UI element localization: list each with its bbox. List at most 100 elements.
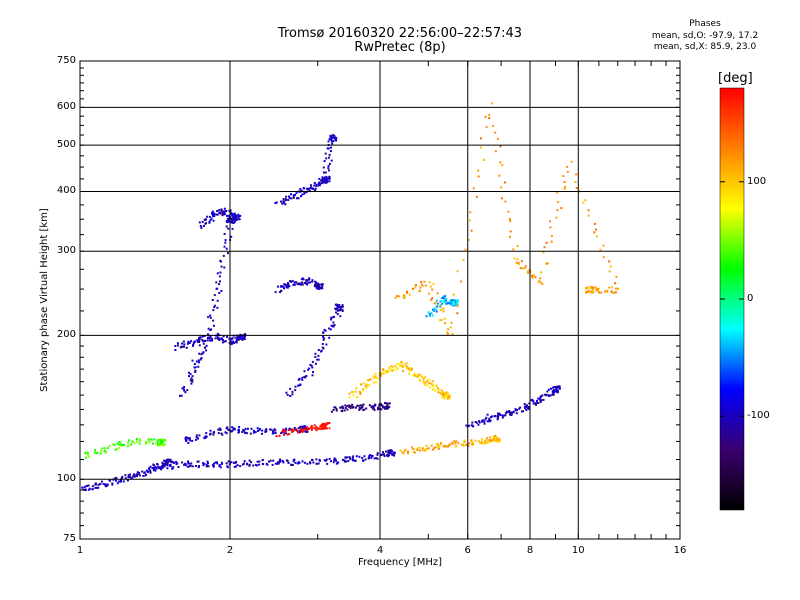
data-point [383, 453, 386, 456]
data-point [436, 388, 439, 390]
data-point [327, 167, 330, 170]
data-point [510, 413, 513, 416]
data-point [314, 284, 317, 287]
data-point [413, 373, 416, 376]
data-point [225, 432, 228, 435]
data-point [86, 484, 89, 487]
data-point [312, 461, 315, 464]
data-point [324, 329, 327, 332]
data-point [370, 456, 373, 459]
data-point [479, 137, 482, 140]
data-point [194, 371, 197, 373]
x-tick-label: 2 [226, 545, 234, 556]
data-point [539, 396, 542, 398]
data-point [387, 369, 390, 372]
data-point [227, 227, 230, 230]
data-point [374, 372, 377, 375]
data-point [237, 431, 240, 434]
data-point [315, 185, 318, 187]
data-point [532, 402, 535, 405]
data-point [575, 187, 578, 189]
data-point [270, 428, 273, 431]
data-point [197, 437, 199, 440]
x-tick-label: 6 [464, 545, 471, 556]
data-point [543, 246, 546, 249]
data-point [191, 359, 194, 362]
data-point [305, 375, 308, 377]
data-point [161, 465, 164, 468]
data-point [346, 408, 349, 411]
data-point [343, 460, 346, 463]
data-point [480, 438, 483, 441]
data-point [365, 407, 368, 410]
data-point [298, 431, 301, 434]
data-point [113, 444, 116, 447]
data-point [127, 476, 130, 479]
data-point [394, 296, 397, 299]
data-point [292, 196, 295, 199]
data-point [335, 408, 338, 410]
data-point [497, 440, 500, 443]
data-point [507, 411, 509, 414]
data-point [240, 337, 243, 340]
data-point [348, 456, 351, 459]
data-point [300, 281, 303, 284]
data-point [488, 113, 491, 116]
data-point [237, 213, 240, 216]
data-point [342, 458, 344, 461]
data-point [491, 415, 494, 418]
data-point [486, 420, 489, 423]
data-point [512, 410, 515, 413]
data-point [425, 444, 428, 447]
data-point [315, 458, 318, 461]
data-point [239, 214, 242, 217]
data-point [447, 332, 449, 335]
data-point [207, 333, 210, 336]
data-point [429, 315, 431, 317]
data-point [443, 397, 446, 400]
data-point [431, 383, 434, 385]
data-point [324, 424, 327, 427]
data-point [230, 343, 233, 345]
data-point [126, 479, 129, 482]
data-point [200, 353, 203, 356]
data-point [94, 482, 97, 485]
data-point [525, 405, 528, 408]
data-point [309, 281, 312, 284]
data-point [406, 290, 409, 293]
data-point [539, 400, 542, 403]
data-point [185, 346, 188, 349]
data-point [474, 421, 477, 423]
data-point [376, 452, 379, 455]
data-point [546, 262, 549, 265]
data-point [380, 408, 383, 411]
data-point [475, 421, 478, 424]
data-point [223, 212, 226, 215]
data-point [250, 461, 253, 464]
data-point [222, 339, 224, 342]
data-point [334, 406, 337, 409]
y-tick-label: 200 [56, 329, 76, 341]
data-point [504, 414, 507, 417]
data-point [198, 352, 201, 355]
data-point [496, 439, 499, 442]
data-point [317, 287, 320, 290]
data-point [319, 183, 321, 186]
data-point [436, 302, 439, 305]
data-point [304, 376, 307, 379]
data-point [318, 177, 321, 180]
data-point [315, 462, 318, 465]
data-point [482, 419, 485, 422]
data-point [191, 378, 194, 381]
data-point [494, 414, 497, 417]
data-point [424, 376, 427, 379]
stats-line-o: mean, sd,O: -97.9, 17.2 [651, 31, 759, 41]
data-point [114, 448, 117, 451]
data-point [531, 274, 534, 277]
data-point [420, 283, 423, 286]
data-point [160, 442, 163, 445]
data-point [236, 338, 239, 341]
scatter-points [81, 102, 619, 492]
data-point [293, 427, 296, 429]
data-point [308, 428, 310, 430]
